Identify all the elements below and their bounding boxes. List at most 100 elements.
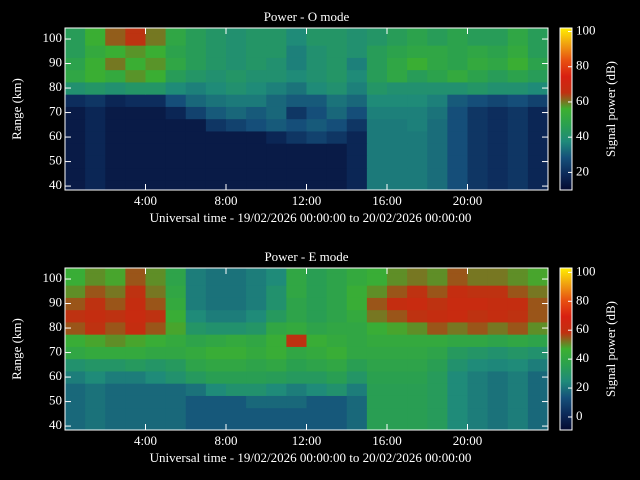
heatmap-cell [467, 395, 489, 409]
heatmap-cell [306, 334, 328, 347]
heatmap-cell [205, 370, 227, 384]
y-tick-label: 50 [49, 393, 62, 408]
heatmap-cell [125, 297, 146, 311]
heatmap-cell [487, 419, 509, 430]
heatmap-cell [326, 69, 348, 83]
heatmap-cell [226, 57, 247, 71]
heatmap-cell [326, 419, 348, 430]
heatmap-cell [407, 309, 428, 323]
heatmap-cell [447, 130, 468, 144]
heatmap-cell [185, 285, 207, 298]
heatmap-cell [326, 321, 348, 335]
heatmap-cell [407, 370, 428, 384]
heatmap-cell [467, 407, 489, 421]
heatmap-cell [467, 118, 489, 132]
heatmap-cell [145, 321, 167, 335]
heatmap-cell [145, 407, 167, 421]
heatmap-cell [185, 334, 207, 347]
chart-title: Power - O mode [264, 9, 350, 24]
heatmap-cell [205, 69, 227, 83]
heatmap-cell [407, 94, 428, 107]
heatmap-cell [447, 167, 468, 181]
heatmap-cell [65, 346, 86, 360]
heatmap-cell [306, 297, 328, 311]
heatmap-cell [286, 57, 307, 71]
heatmap-cell [527, 334, 548, 347]
heatmap-cell [427, 346, 448, 360]
heatmap-cell [205, 179, 227, 190]
heatmap-cell [427, 407, 448, 421]
heatmap-cell [85, 28, 106, 34]
heatmap-cell [346, 45, 368, 58]
heatmap-cell [387, 167, 408, 181]
heatmap-cell [205, 118, 227, 132]
heatmap-cell [85, 370, 106, 384]
colorbar-tick-label: 60 [576, 93, 589, 108]
heatmap-cell [286, 383, 307, 396]
heatmap-cell [125, 383, 146, 396]
heatmap-cell [407, 57, 428, 71]
heatmap-cell [125, 57, 146, 71]
heatmap-cell [226, 395, 247, 409]
heatmap-cell [346, 407, 368, 421]
heatmap-cell [387, 57, 408, 71]
heatmap-cell [65, 358, 86, 372]
x-tick-label: 4:00 [134, 193, 157, 208]
heatmap-cell [165, 309, 187, 323]
heatmap-cell [366, 143, 388, 156]
heatmap-cell [165, 28, 187, 34]
heatmap-cell [487, 407, 509, 421]
colorbar-tick-label: 0 [576, 408, 583, 423]
x-tick-label: 16:00 [372, 193, 402, 208]
heatmap-cell [366, 28, 388, 34]
heatmap-cell [346, 167, 368, 181]
heatmap-cell [145, 358, 167, 372]
heatmap-cell [165, 118, 187, 132]
heatmap-cell [226, 45, 247, 58]
heatmap-cell [286, 167, 307, 181]
heatmap-cell [266, 155, 287, 169]
heatmap-cell [467, 272, 489, 286]
heatmap [65, 268, 548, 430]
heatmap-cell [286, 309, 307, 323]
heatmap-cell [366, 32, 388, 46]
colorbar [559, 267, 573, 431]
heatmap-cell [487, 118, 509, 132]
heatmap-cell [306, 106, 328, 120]
heatmap-cell [226, 130, 247, 144]
heatmap-cell [527, 81, 548, 95]
heatmap-cell [246, 45, 267, 58]
heatmap-cell [85, 118, 106, 132]
heatmap-cell [226, 309, 247, 323]
heatmap-cell [507, 130, 529, 144]
heatmap-cell [447, 395, 468, 409]
heatmap-cell [165, 106, 187, 120]
heatmap-cell [346, 179, 368, 190]
heatmap-cell [427, 321, 448, 335]
heatmap-cell [65, 407, 86, 421]
heatmap-cell [346, 106, 368, 120]
heatmap-cell [145, 130, 167, 144]
heatmap-cell [467, 179, 489, 190]
heatmap-cell [145, 383, 167, 396]
heatmap-cell [286, 81, 307, 95]
heatmap-cell [205, 45, 227, 58]
heatmap-cell [145, 118, 167, 132]
heatmap-cell [286, 45, 307, 58]
heatmap-cell [185, 45, 207, 58]
heatmap-cell [507, 57, 529, 71]
colorbar-tick-label: 20 [576, 379, 589, 394]
heatmap-cell [65, 179, 86, 190]
heatmap-cell [326, 334, 348, 347]
heatmap-cell [165, 130, 187, 144]
heatmap-cell [205, 106, 227, 120]
heatmap-cell [266, 358, 287, 372]
heatmap-cell [346, 118, 368, 132]
heatmap-cell [286, 69, 307, 83]
heatmap-cell [306, 370, 328, 384]
heatmap-cell [527, 28, 548, 34]
heatmap-cell [306, 395, 328, 409]
heatmap-cell [366, 309, 388, 323]
heatmap-cell [326, 309, 348, 323]
heatmap-cell [306, 94, 328, 107]
